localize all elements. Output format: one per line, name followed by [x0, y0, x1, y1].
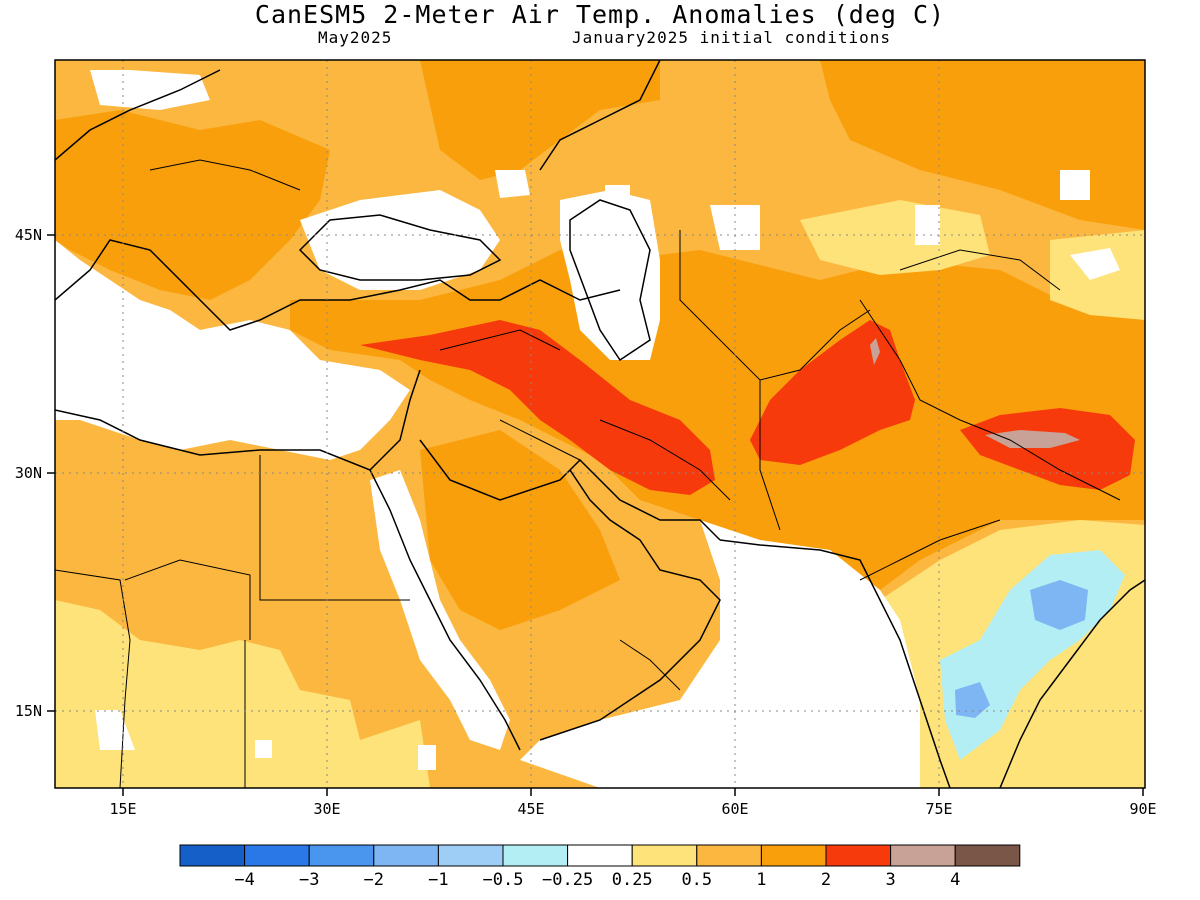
legend-label: 4 — [950, 870, 960, 890]
legend-color-swatch — [760, 844, 827, 867]
legend-label: 2 — [821, 870, 831, 890]
x-tick-label: 45E — [517, 800, 544, 818]
anomaly-field — [55, 60, 1145, 788]
map-title: CanESM5 2-Meter Air Temp. Anomalies (deg… — [254, 0, 946, 29]
y-tick-label: 15N — [15, 702, 42, 720]
x-tick-label: 90E — [1129, 800, 1156, 818]
legend-color-swatch — [244, 844, 310, 867]
y-tick-label: 30N — [15, 464, 42, 482]
eastern-europe-orange — [55, 110, 330, 300]
initial-conditions: January2025 initial conditions — [572, 28, 891, 47]
south-india-cool-core — [955, 682, 990, 718]
legend-label: −0.25 — [542, 870, 593, 890]
legend-color-swatch — [825, 844, 892, 867]
legend-color-swatch — [502, 844, 569, 867]
mesopotamia-red — [360, 320, 715, 495]
legend-color-swatch — [954, 844, 1021, 867]
tibet-hot-spot — [985, 430, 1080, 448]
legend-label: 0.5 — [681, 870, 712, 890]
x-tick-label: 15E — [109, 800, 136, 818]
legend-color-swatch — [437, 844, 504, 867]
legend-label: −0.5 — [483, 870, 524, 890]
legend-color-swatch — [179, 844, 246, 867]
x-tick-label: 60E — [721, 800, 748, 818]
legend-color-swatch — [567, 844, 633, 867]
bengal-cool-core — [1030, 580, 1088, 630]
legend-label: −3 — [299, 870, 319, 890]
africa-yellow-region — [55, 600, 430, 788]
legend-label: 3 — [885, 870, 895, 890]
x-tick-label: 75E — [925, 800, 952, 818]
legend-label: −1 — [428, 870, 448, 890]
legend-label: −2 — [364, 870, 384, 890]
legend-label: 0.25 — [612, 870, 653, 890]
legend-color-swatch — [631, 844, 698, 867]
x-tick-label: 30E — [313, 800, 340, 818]
coastlines — [55, 60, 1145, 788]
arabia-orange — [420, 430, 620, 630]
tibet-red — [960, 408, 1135, 490]
legend-label: 1 — [756, 870, 766, 890]
legend-color-swatch — [890, 844, 956, 867]
country-borders — [55, 159, 1121, 788]
map-frame — [54, 59, 1146, 789]
forecast-month: May2025 — [318, 28, 393, 47]
axis-ticks — [47, 234, 1144, 796]
y-tick-label: 45N — [15, 226, 42, 244]
color-legend: −4 −3 −2 −1 −0.5 −0.25 0.25 0.5 1 2 3 4 — [179, 844, 1021, 890]
neutral-regions — [55, 70, 1120, 788]
legend-color-swatch — [696, 844, 762, 867]
legend-color-swatch — [373, 844, 439, 867]
pakistan-hot-spot — [870, 338, 880, 365]
grid-lines — [55, 60, 1145, 788]
legend-color-swatch — [308, 844, 375, 867]
legend-label: −4 — [234, 870, 254, 890]
russia-orange — [420, 60, 660, 180]
